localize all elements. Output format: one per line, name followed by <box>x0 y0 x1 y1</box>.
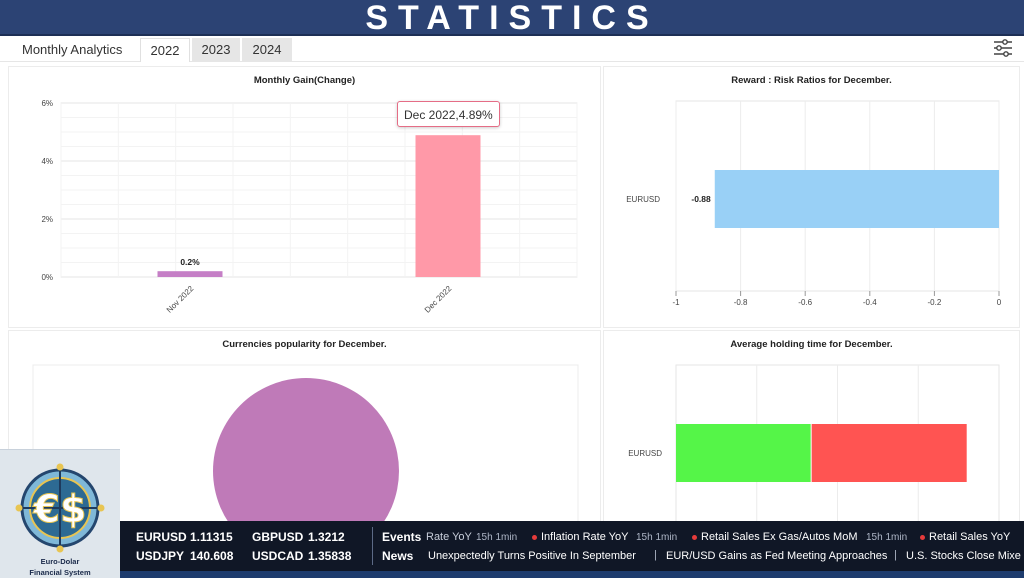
plot-area <box>32 364 579 531</box>
tab-2023[interactable]: 2023 <box>192 38 240 62</box>
gain-bar <box>157 271 223 277</box>
statistics-banner: STATISTICS <box>0 0 1024 36</box>
x-tick-label: -0.2 <box>928 298 942 307</box>
gain-bar <box>415 135 481 277</box>
x-tick-label: -0.4 <box>863 298 877 307</box>
news-label: News <box>382 549 414 563</box>
x-tick-label: -0.8 <box>734 298 748 307</box>
monthly-gain-chart: 0% 2% 4% 6% Nov 2022 Dec 2022 0.2% <box>41 99 578 315</box>
event-alert-icon <box>920 534 925 540</box>
event-item: Inflation Rate YoY <box>532 531 628 543</box>
quote-value: 1.11315 <box>190 530 233 544</box>
event-alert-icon <box>692 534 697 540</box>
analytics-tabs: Monthly Analytics 2022 2023 2024 <box>0 36 1024 62</box>
news-item[interactable]: EUR/USD Gains as Fed Meeting Approaches <box>666 550 888 562</box>
page-title: STATISTICS <box>365 0 659 37</box>
gain-tooltip: Dec 2022,4.89% <box>397 101 500 127</box>
currencies-title: Currencies popularity for December. <box>222 339 387 350</box>
x-tick-label: -0.6 <box>798 298 812 307</box>
news-item[interactable]: Unexpectedly Turns Positive In September <box>428 550 636 562</box>
holding-bar-segment <box>811 424 967 482</box>
news-separator: | <box>894 549 897 561</box>
news-item[interactable]: U.S. Stocks Close Mixe <box>906 550 1021 562</box>
holding-time-panel: Average holding time for December. EURUS… <box>603 330 1020 531</box>
event-time: 15h 1min <box>636 532 678 543</box>
gain-data-label: 0.2% <box>180 257 200 267</box>
x-tick-label: -1 <box>672 298 680 307</box>
holding-bar-segment <box>676 424 811 482</box>
event-item: Retail Sales YoY <box>920 531 1010 543</box>
market-ticker: EURUSD 1.11315 GBPUSD 1.3212 USDJPY 140.… <box>120 521 1024 578</box>
reward-risk-chart: -1 -0.8 -0.6 -0.4 -0.2 0 -0.88 EURUSD <box>626 100 1002 307</box>
pie-slice <box>213 378 399 531</box>
news-separator: | <box>654 549 657 561</box>
y-tick-label: 0% <box>41 273 53 282</box>
ticker-divider <box>372 527 373 565</box>
event-item: Retail Sales Ex Gas/Autos MoM <box>692 531 858 543</box>
event-time: 15h 1min <box>476 532 518 543</box>
logo-line-2: Financial System <box>29 568 91 577</box>
holding-time-title: Average holding time for December. <box>730 339 893 350</box>
event-time: 15h 1min <box>866 532 908 543</box>
quote-value: 1.3212 <box>308 530 345 544</box>
quote-value: 140.608 <box>190 549 234 563</box>
monthly-gain-title: Monthly Gain(Change) <box>253 75 356 86</box>
currencies-pie-chart <box>32 364 579 531</box>
monthly-gain-panel: Monthly Gain(Change) 0% 2% 4% 6% Nov 2022 Dec… <box>8 66 601 328</box>
ticker-bottom-bar <box>120 571 1024 578</box>
x-tick-label: Nov 2022 <box>165 284 196 315</box>
tab-monthly-analytics[interactable]: Monthly Analytics <box>22 42 123 57</box>
reward-risk-title: Reward : Risk Ratios for December. <box>731 75 892 86</box>
y-category-label: EURUSD <box>628 449 662 458</box>
events-label: Events <box>382 530 422 544</box>
y-category-label: EURUSD <box>626 195 660 204</box>
tab-2024[interactable]: 2024 <box>242 38 292 62</box>
tab-2022[interactable]: 2022 <box>140 38 190 62</box>
x-tick-label: 0 <box>997 298 1002 307</box>
logo-line-1: Euro-Dolar <box>40 557 80 566</box>
filter-settings-icon[interactable] <box>992 38 1014 58</box>
event-name: Rate YoY <box>426 531 472 543</box>
y-tick-label: 2% <box>41 215 53 224</box>
quote-pair: GBPUSD <box>252 530 304 544</box>
quote-value: 1.35838 <box>308 549 352 563</box>
y-tick-label: 4% <box>41 157 53 166</box>
quote-pair: USDCAD <box>252 549 304 563</box>
reward-risk-panel: Reward : Risk Ratios for December. -1 -0.… <box>603 66 1020 328</box>
event-alert-icon <box>532 534 537 540</box>
quote-pair: USDJPY <box>136 549 185 563</box>
y-tick-label: 6% <box>41 99 53 108</box>
ratio-bar <box>714 170 999 228</box>
euro-dollar-logo-icon: €$ <box>15 463 105 553</box>
ratio-data-label: -0.88 <box>691 194 711 204</box>
logo-box: €$ Euro-Dolar Financial System <box>0 449 120 578</box>
holding-time-chart: EURUSD <box>628 364 1000 531</box>
quote-pair: EURUSD <box>136 530 187 544</box>
x-tick-label: Dec 2022 <box>423 284 454 315</box>
svg-text:€$: €$ <box>33 487 87 531</box>
